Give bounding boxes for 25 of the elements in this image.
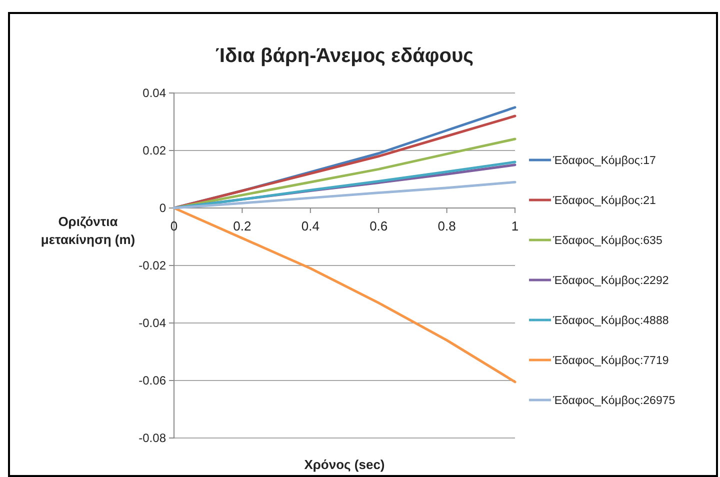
legend-label: Έδαφος_Κόμβος:2292 [552, 275, 669, 288]
x-tick-label: 0.2 [233, 218, 252, 234]
x-tick-label: 0 [170, 218, 178, 234]
x-axis-title: Χρόνος (sec) [304, 457, 385, 472]
y-tick-label: -0.02 [138, 258, 166, 272]
legend-label: Έδαφος_Κόμβος:635 [552, 235, 662, 248]
y-tick-label: 0.02 [142, 143, 166, 158]
x-tick-label: 0.8 [438, 218, 456, 234]
x-tick-label: 0.4 [301, 218, 320, 234]
y-tick-label: -0.06 [138, 373, 166, 388]
y-tick-label: 0 [159, 200, 166, 215]
line-series [172, 206, 516, 384]
legend-label: Έδαφος_Κόμβος:26975 [552, 395, 676, 408]
line-series [172, 180, 516, 210]
y-tick-label: -0.04 [138, 316, 166, 330]
chart-title: Ίδια βάρη-Άνεμος εδάφους [216, 45, 474, 67]
y-tick-label: 0.04 [142, 86, 166, 100]
legend-label: Έδαφος_Κόμβος:4888 [552, 315, 669, 328]
y-axis-title: Οριζόντια μετακίνηση (m) [40, 214, 136, 248]
x-tick-label: 1 [511, 218, 519, 234]
legend-label: Έδαφος_Κόμβος:17 [552, 155, 656, 168]
legend-label: Έδαφος_Κόμβος:21 [552, 195, 656, 208]
legend-label: Έδαφος_Κόμβος:7719 [552, 355, 669, 368]
x-tick-label: 0.6 [370, 218, 388, 234]
y-tick-label: -0.08 [138, 430, 166, 445]
